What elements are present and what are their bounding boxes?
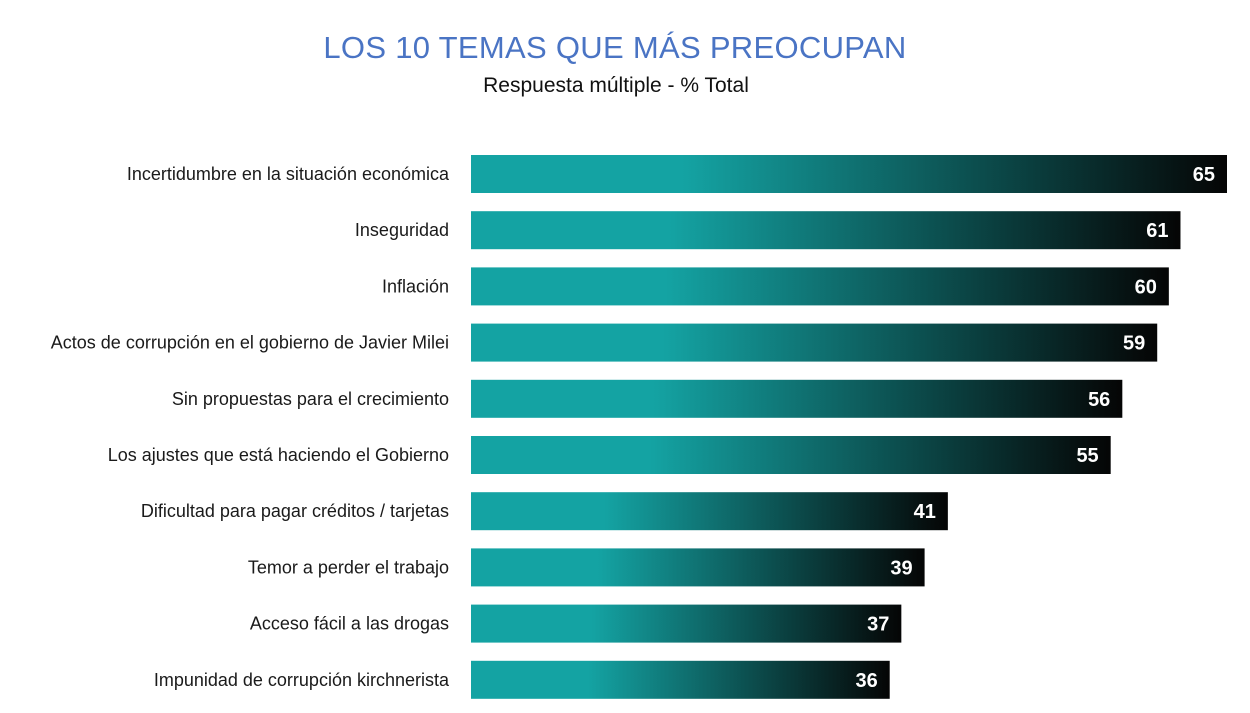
category-label: Temor a perder el trabajo [248,557,449,577]
value-label: 65 [1193,164,1215,186]
bar [471,548,925,587]
bar [471,660,890,699]
value-label: 60 [1135,276,1157,298]
bar [471,436,1111,474]
value-label: 41 [914,501,936,523]
category-label: Dificultad para pagar créditos / tarjeta… [141,501,449,521]
chart-title: LOS 10 TEMAS QUE MÁS PREOCUPAN [323,30,907,65]
bars-group: Incertidumbre en la situación económica 6… [51,155,1227,699]
bar [471,267,1169,306]
bar [471,492,948,531]
category-label: Impunidad de corrupción kirchnerista [154,670,450,690]
bar [471,379,1123,418]
value-label: 39 [890,557,912,579]
chart-subtitle: Respuesta múltiple - % Total [483,74,749,97]
category-label: Sin propuestas para el crecimiento [172,389,449,409]
bar [471,155,1227,193]
value-label: 59 [1123,333,1145,355]
bar [471,604,902,643]
category-label: Inseguridad [355,220,449,240]
value-label: 36 [855,670,877,692]
value-label: 37 [867,614,889,636]
value-label: 55 [1076,445,1098,467]
category-label: Actos de corrupción en el gobierno de Ja… [51,333,449,353]
category-label: Inflación [382,276,449,296]
value-label: 56 [1088,389,1110,411]
value-label: 61 [1146,220,1168,242]
category-label: Acceso fácil a las drogas [250,614,449,634]
bar [471,323,1158,362]
category-label: Los ajustes que está haciendo el Gobiern… [108,445,449,465]
category-label: Incertidumbre en la situación económica [127,164,450,184]
bar [471,211,1181,250]
